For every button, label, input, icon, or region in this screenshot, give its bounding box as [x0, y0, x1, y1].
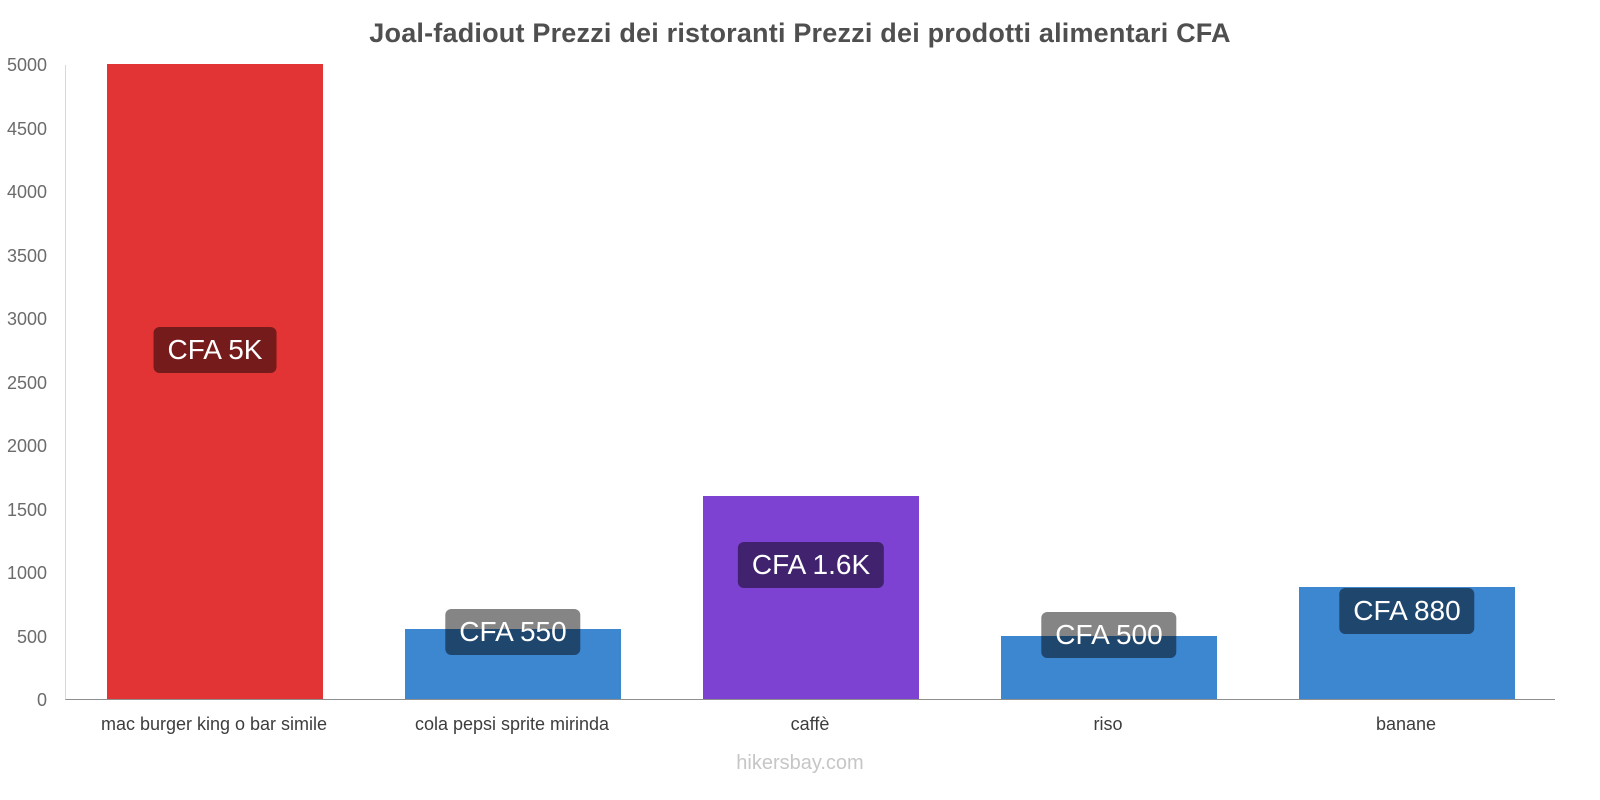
y-tick-label: 2000 — [6, 436, 47, 456]
y-tick-label: 1000 — [6, 563, 47, 583]
y-tick-label: 3500 — [6, 245, 47, 266]
bar-value-badge: CFA 1.6K — [737, 542, 885, 589]
x-axis-label: riso — [1093, 714, 1123, 734]
bar-5[interactable]: CFA 880 — [1299, 587, 1515, 699]
watermark: hikersbay.com — [736, 752, 864, 774]
x-axis-label: cola pepsi sprite mirinda — [414, 714, 610, 734]
y-tick-label: 4000 — [6, 182, 47, 202]
y-tick-label: 0 — [36, 690, 47, 710]
y-tick-label: 4500 — [6, 118, 47, 139]
bar-value-badge: CFA 550 — [445, 609, 581, 656]
bar-value-badge: CFA 500 — [1041, 612, 1177, 659]
bar-value-badge: CFA 5K — [153, 326, 277, 373]
chart-title: Joal-fadiout Prezzi dei ristoranti Prezz… — [369, 18, 1231, 48]
x-axis-label: mac burger king o bar simile — [100, 714, 328, 734]
y-tick-label: 5000 — [6, 55, 47, 75]
bar-1[interactable]: CFA 5K — [107, 64, 323, 699]
bar-4[interactable]: CFA 500 — [1001, 612, 1217, 699]
y-axis: 0 500 1000 1500 2000 2500 3000 3500 4000 4500 5000 — [0, 55, 56, 710]
x-axis-label: caffè — [790, 714, 830, 734]
bar-value-badge: CFA 880 — [1339, 588, 1475, 635]
y-tick-label: 2500 — [6, 372, 47, 393]
bar-3[interactable]: CFA 1.6K — [703, 495, 919, 699]
bar-2[interactable]: CFA 550 — [405, 609, 621, 699]
y-tick-label: 3000 — [6, 309, 47, 329]
x-axis: mac burger king o bar simile cola pepsi s… — [65, 714, 1555, 740]
x-axis-label: banane — [1375, 714, 1437, 734]
y-tick-label: 1500 — [6, 499, 47, 520]
plot-area: CFA 5K CFA 550 CFA 1.6K CFA 500 CFA 880 — [65, 64, 1555, 700]
y-tick-label: 500 — [16, 626, 47, 647]
